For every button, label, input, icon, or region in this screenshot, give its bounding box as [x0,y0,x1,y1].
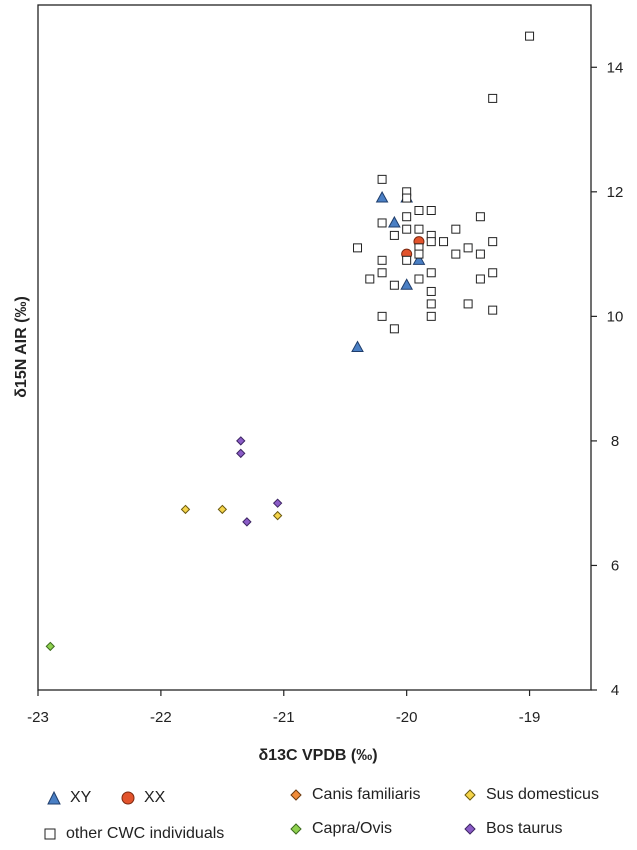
data-point-other-cwc-individuals [426,268,436,278]
data-point-sus-domesticus [217,504,228,515]
data-point-other-cwc-individuals [426,299,436,309]
data-point-other-cwc-individuals [389,280,399,290]
y-tick-label: 14 [607,59,624,76]
x-tick-label: -20 [396,709,418,726]
data-point-other-cwc-individuals [426,237,436,247]
y-axis-title: δ15N AIR (‰) [13,296,30,398]
x-tick-label: -21 [273,709,295,726]
data-point-other-cwc-individuals [402,193,412,203]
y-tick-label: 4 [611,682,619,699]
data-point-other-cwc-individuals [426,206,436,215]
data-point-other-cwc-individuals [426,311,436,321]
y-tick-label: 10 [607,308,624,325]
data-point-sus-domesticus [272,510,283,521]
data-point-other-cwc-individuals [488,93,498,103]
data-point-xy [351,340,364,352]
data-point-sus-domesticus [180,504,191,515]
data-point-bos-taurus [272,498,283,508]
data-point-other-cwc-individuals [475,274,485,284]
data-point-other-cwc-individuals [414,249,424,259]
data-point-other-cwc-individuals [525,31,535,41]
data-point-other-cwc-individuals [402,224,412,234]
data-point-bos-taurus [236,448,246,459]
x-axis-title: δ13C VPDB (‰) [258,747,377,764]
x-tick-label: -23 [27,709,49,726]
data-point-bos-taurus [242,517,252,527]
data-point-other-cwc-individuals [488,268,498,278]
data-point-bos-taurus [236,436,246,446]
y-tick-label: 6 [611,557,619,574]
data-point-other-cwc-individuals [414,274,424,284]
data-point-xy [400,278,414,290]
y-axis: 4 6 8 10 12 14 [591,59,623,699]
data-point-other-cwc-individuals [426,286,436,296]
data-point-other-cwc-individuals [402,255,412,265]
data-point-other-cwc-individuals [488,237,498,247]
y-tick-label: 8 [611,433,619,450]
data-point-other-cwc-individuals [377,174,387,184]
data-point-other-cwc-individuals [365,274,375,284]
data-point-other-cwc-individuals [463,243,473,253]
data-point-xy [412,253,426,265]
data-point-other-cwc-individuals [414,224,424,234]
data-point-other-cwc-individuals [475,249,485,259]
data-point-xy [388,215,401,228]
data-point-other-cwc-individuals [353,243,363,253]
data-point-other-cwc-individuals [463,299,473,309]
data-point-other-cwc-individuals [475,212,485,222]
data-point-other-cwc-individuals [389,230,399,240]
data-point-other-cwc-individuals [439,237,449,247]
data-point-capra-ovis [45,641,55,652]
data-point-other-cwc-individuals [377,311,387,321]
data-point-other-cwc-individuals [377,268,387,278]
x-tick-label: -19 [519,709,541,726]
x-axis: -23 -22 -21 -20 -19 [27,690,540,726]
data-point-other-cwc-individuals [488,305,498,315]
data-point-other-cwc-individuals [451,224,461,234]
y-tick-label: 12 [607,184,624,201]
data-point-other-cwc-individuals [377,218,387,228]
x-tick-label: -22 [150,709,172,726]
data-points [45,31,535,652]
data-point-xy [375,191,389,203]
data-point-other-cwc-individuals [377,255,387,265]
plot-frame [37,4,592,691]
data-point-other-cwc-individuals [451,249,461,259]
data-point-other-cwc-individuals [414,206,424,215]
data-point-other-cwc-individuals [402,212,412,222]
data-point-other-cwc-individuals [389,324,399,334]
